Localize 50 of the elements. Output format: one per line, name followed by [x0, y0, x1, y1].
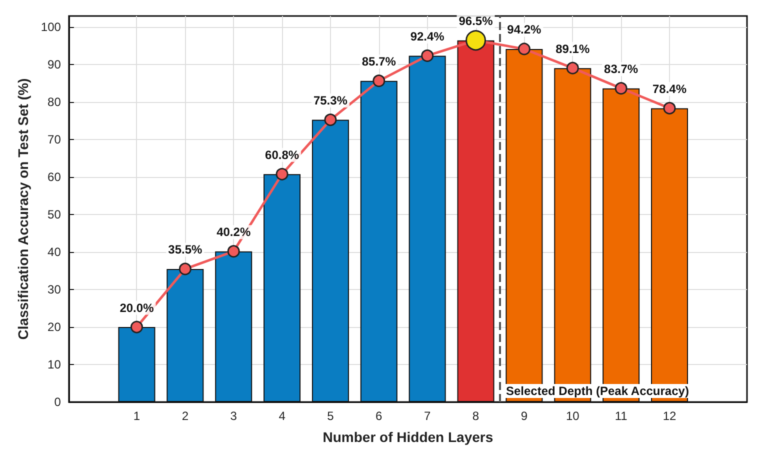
point — [614, 82, 628, 95]
x-tick-label: 12 — [662, 409, 676, 423]
point — [518, 42, 530, 56]
y-tick-label: 100 — [40, 20, 62, 34]
data-label: 35.5% — [168, 242, 203, 257]
point — [324, 114, 337, 126]
x-tick-label: 9 — [520, 409, 528, 423]
point — [663, 102, 676, 114]
data-label: 20.0% — [120, 300, 154, 315]
data-label: 85.7% — [362, 54, 396, 69]
x-tick-label: 2 — [182, 409, 189, 423]
point — [130, 320, 143, 334]
x-tick-label: 6 — [376, 409, 383, 423]
x-tick-label: 1 — [133, 409, 140, 423]
x-tick-label: 10 — [566, 409, 580, 423]
point — [227, 245, 240, 258]
y-tick-label: 0 — [54, 395, 62, 409]
y-tick-label: 30 — [48, 282, 62, 297]
data-label: 60.8% — [265, 148, 300, 162]
y-tick-label: 70 — [48, 132, 62, 147]
data-label: 75.3% — [313, 94, 348, 108]
point — [178, 262, 192, 276]
data-label: 89.1% — [556, 42, 590, 56]
y-tick-label: 40 — [48, 245, 62, 260]
point — [276, 168, 288, 180]
point — [421, 49, 434, 62]
y-tick-label: 60 — [48, 170, 62, 184]
data-label: 94.2% — [507, 22, 542, 37]
x-tick-label: 11 — [614, 409, 628, 423]
x-tick-label: 7 — [424, 409, 431, 423]
y-tick-label: 50 — [48, 208, 62, 222]
x-tick-label: 8 — [472, 409, 480, 423]
y-tick-label: 90 — [48, 58, 62, 72]
x-tick-label: 5 — [327, 409, 334, 423]
data-label: 40.2% — [216, 225, 251, 240]
point — [372, 74, 386, 88]
x-tick-label: 4 — [278, 409, 286, 423]
point — [566, 62, 579, 74]
point — [466, 30, 486, 51]
x-tick-label: 3 — [230, 409, 238, 423]
y-tick-label: 20 — [48, 320, 62, 334]
data-label: 96.5% — [458, 14, 494, 28]
x-axis-title: Number of Hidden Layers — [322, 429, 494, 445]
y-tick-label: 10 — [48, 358, 62, 372]
y-axis-title: Classification Accuracy on Test Set (%) — [15, 78, 31, 340]
data-label: 78.4% — [652, 82, 687, 96]
data-label: 83.7% — [604, 62, 638, 76]
y-tick-label: 80 — [48, 95, 62, 110]
data-label: 92.4% — [410, 29, 445, 44]
ref-line-label: Selected Depth (Peak Accuracy) — [506, 384, 689, 398]
